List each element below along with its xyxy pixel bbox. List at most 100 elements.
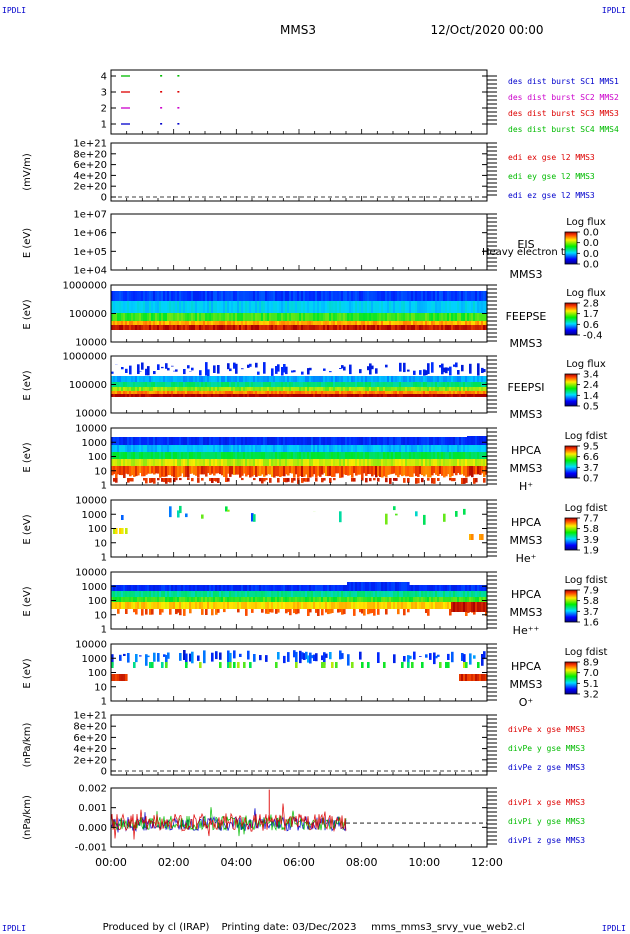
y-tick-label: 2 <box>101 104 107 115</box>
y-tick-label: 8e+20 <box>73 722 107 733</box>
y-tick-label: 1e+05 <box>73 247 107 258</box>
panel-p3: 1e+07 1e+06 1e+05 1e+04 E (eV) EIS MMS3 Heavy e… <box>22 210 606 282</box>
series-y-line <box>110 807 347 837</box>
x-tick-label: 02:00 <box>158 856 190 869</box>
legend-entry: edi ey gse l2 MMS3 <box>508 172 595 181</box>
y-tick-label: 100000 <box>69 309 107 320</box>
burst-mark <box>177 107 180 109</box>
legend-entry: divPi y gse MMS3 <box>508 817 585 826</box>
legend-entry: divPe y gse MMS3 <box>508 744 585 753</box>
colorbar <box>564 589 578 623</box>
colorbar-title: Log fdist <box>565 431 608 442</box>
instrument-label: MMS3 <box>510 268 543 281</box>
y-tick-label: 1 <box>101 120 107 131</box>
y-tick-label: 1000 <box>82 438 107 449</box>
instrument-label: MMS3 <box>510 337 543 350</box>
y-axis-label: E (eV) <box>22 658 33 688</box>
colorbar <box>564 373 578 407</box>
y-tick-label: 100 <box>88 668 107 679</box>
y-tick-label: 1 <box>101 625 107 636</box>
y-axis-label: E (eV) <box>22 442 33 472</box>
colorbar-tick: -0.4 <box>583 331 603 342</box>
corner-mark-tr: IPDLI <box>601 6 626 15</box>
panel-p7: 10000 1000 100 10 1 E (eV) HPCA MMS3 He⁺ Log fdis… <box>22 496 607 566</box>
legend-entry: des dist burst SC1 MMS1 <box>508 77 619 86</box>
y-axis-label: (nPa/km) <box>22 795 33 840</box>
y-tick-label: 3 <box>101 88 107 99</box>
instrument-label: He⁺ <box>516 552 537 565</box>
panel-frame <box>110 213 488 271</box>
y-tick-label: 100000 <box>69 380 107 391</box>
y-tick-label: 1000000 <box>62 281 107 292</box>
legend-entry: des dist burst SC3 MMS3 <box>508 109 619 118</box>
colorbar-tick: 9.5 <box>583 442 599 453</box>
colorbar <box>564 302 578 336</box>
y-tick-label: 0.002 <box>78 784 107 795</box>
y-tick-label: 10 <box>94 610 107 621</box>
y-tick-label: 10000 <box>75 568 107 579</box>
colorbar-tick: 3.2 <box>583 690 599 701</box>
burst-mark <box>177 75 180 77</box>
colorbar-tick: 7.0 <box>583 668 599 679</box>
y-axis-label: E (eV) <box>22 370 33 400</box>
burst-mark <box>160 91 163 93</box>
panel-p9: 10000 1000 100 10 1 E (eV) HPCA MMS3 O⁺ Log fdist… <box>22 640 607 710</box>
date-title: 12/Oct/2020 00:00 <box>430 23 543 37</box>
x-tick-label: 10:00 <box>408 856 440 869</box>
panel-p6: 10000 1000 100 10 1 E (eV) HPCA MMS3 H⁺ Log fdist… <box>22 424 607 494</box>
instrument-label: MMS3 <box>510 606 543 619</box>
colorbar <box>564 445 578 479</box>
y-tick-label: 0.001 <box>78 803 107 814</box>
colorbar-tick: 5.1 <box>583 679 599 690</box>
y-axis-label: (mV/m) <box>22 153 33 191</box>
burst-mark <box>177 123 180 125</box>
colorbar-tick: 0.6 <box>583 320 599 331</box>
colorbar <box>564 231 578 265</box>
colorbar-tick: 0.0 <box>583 260 599 271</box>
legend-entry: divPi x gse MMS3 <box>508 798 585 807</box>
y-axis-label: E (eV) <box>22 514 33 544</box>
y-tick-label: 1000 <box>82 654 107 665</box>
instrument-label: HPCA <box>511 660 542 673</box>
x-tick-label: 00:00 <box>95 856 127 869</box>
y-tick-label: 10000 <box>75 496 107 507</box>
instrument-label: HPCA <box>511 588 542 601</box>
colorbar-tick: 3.4 <box>583 370 599 381</box>
instrument-label: MMS3 <box>510 462 543 475</box>
panel-frame <box>110 714 488 776</box>
y-tick-label: 1e+07 <box>73 210 107 221</box>
colorbar-tick: 6.6 <box>583 452 599 463</box>
y-tick-label: 4e+20 <box>73 171 107 182</box>
legend-entry: divPi z gse MMS3 <box>508 836 585 845</box>
panel-p1: 4 3 2 1 des dist burst SC1 MMS1 des dist burs… <box>101 69 619 135</box>
y-tick-label: 1e+21 <box>73 139 107 150</box>
y-tick-label: 1000 <box>82 510 107 521</box>
colorbar-tick: 2.4 <box>583 380 599 391</box>
y-tick-label: 4e+20 <box>73 744 107 755</box>
colorbar <box>564 661 578 695</box>
y-tick-label: 10000 <box>75 338 107 349</box>
y-tick-label: 10 <box>94 538 107 549</box>
panel-frame <box>110 499 488 558</box>
colorbar-tick: 5.8 <box>583 596 599 607</box>
instrument-label: HPCA <box>511 444 542 457</box>
y-tick-label: 1000000 <box>62 352 107 363</box>
colorbar-tick: 1.9 <box>583 546 599 557</box>
burst-mark <box>177 91 180 93</box>
panel-p5: 1000000 100000 10000 E (eV) FEEPSI MMS3 Log fl… <box>22 352 606 422</box>
instrument-label: He⁺⁺ <box>513 624 540 637</box>
y-tick-label: 10000 <box>75 424 107 435</box>
y-tick-label: 100 <box>88 596 107 607</box>
colorbar-title: Log fdist <box>565 647 608 658</box>
instrument-label: EIS <box>517 238 534 251</box>
corner-mark-bl: IPDLI <box>2 924 27 933</box>
footer-printing-date: Printing date: 03/Dec/2023 <box>221 922 356 933</box>
colorbar-tick: 0.7 <box>583 474 599 485</box>
colorbar-tick: 3.7 <box>583 607 599 618</box>
y-tick-label: 1 <box>101 553 107 564</box>
instrument-label: MMS3 <box>510 678 543 691</box>
legend-entry: divPe x gse MMS3 <box>508 725 585 734</box>
y-tick-label: -0.001 <box>75 843 107 854</box>
